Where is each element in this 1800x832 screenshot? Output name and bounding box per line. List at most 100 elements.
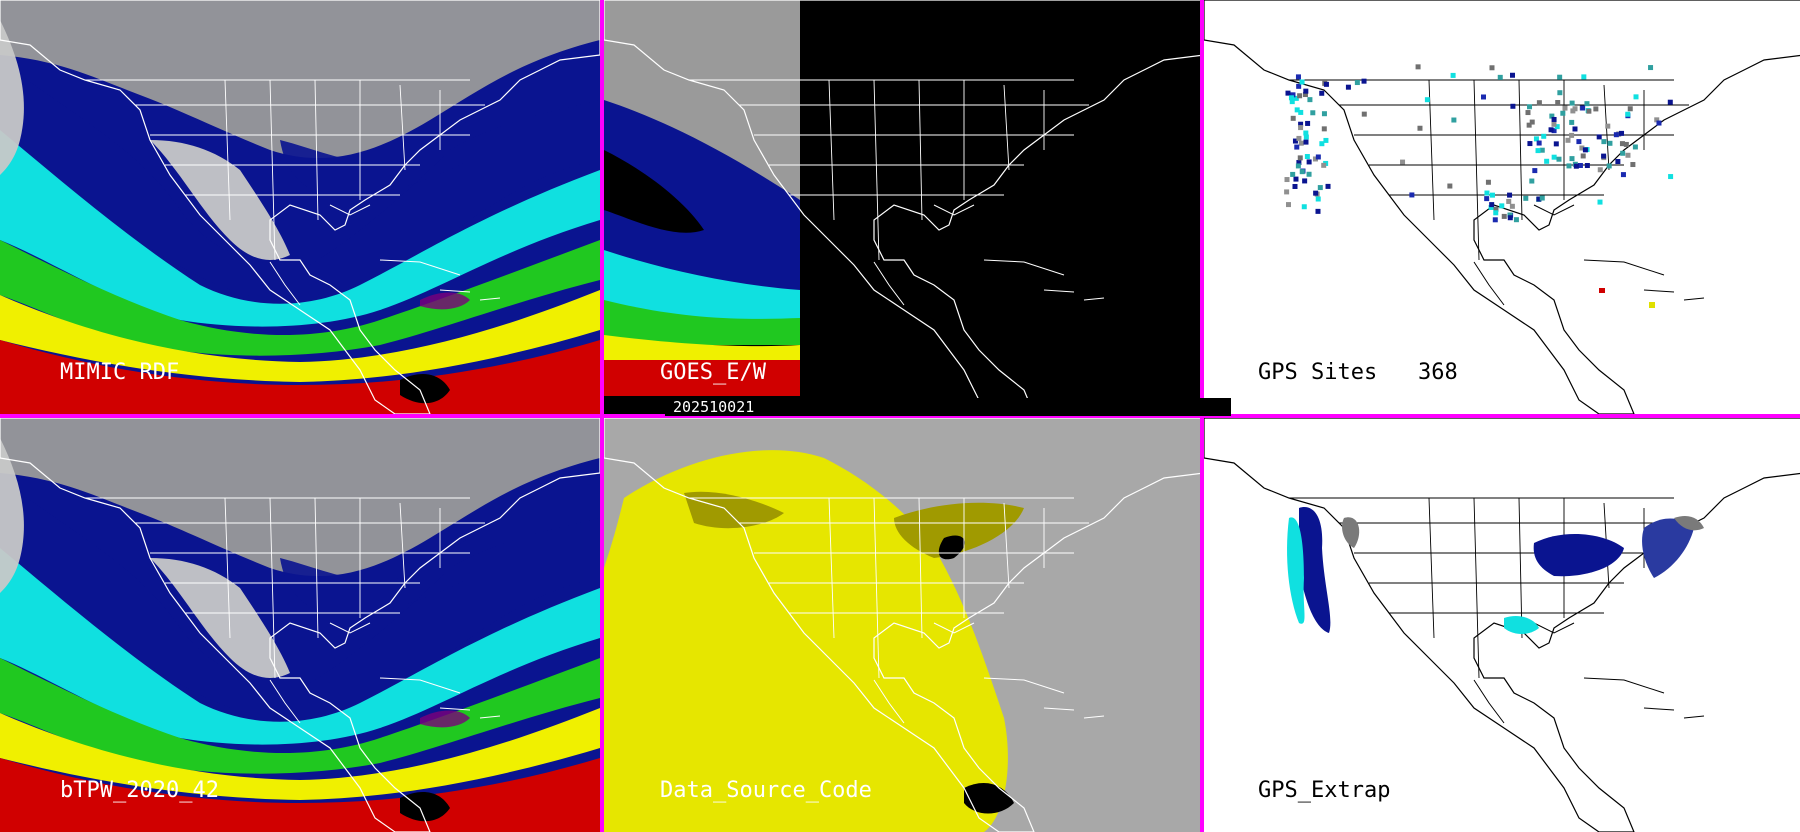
map-image-gps-extrap — [1204, 418, 1800, 832]
gps-site-marker — [1499, 203, 1505, 209]
gps-site-marker — [1317, 185, 1323, 191]
source-region-west — [684, 491, 784, 529]
gps-site-marker — [1584, 163, 1590, 169]
islands — [1473, 622, 1705, 724]
gps-site-marker — [1536, 100, 1542, 106]
gps-site-marker — [1323, 81, 1329, 87]
gps-site-marker — [1323, 137, 1329, 143]
gps-site-marker — [1290, 171, 1296, 177]
gps-site-marker — [1295, 74, 1301, 80]
map-image-data-source — [604, 418, 1200, 832]
gps-site-marker — [1306, 171, 1312, 177]
islands — [1473, 204, 1705, 306]
moisture-band-2 — [0, 240, 600, 356]
gps-site-marker — [1296, 160, 1302, 166]
high-moisture-patch — [420, 292, 470, 310]
moist-region — [280, 120, 470, 196]
gps-extrap-field-4 — [1642, 518, 1694, 578]
gps-site-marker — [1507, 212, 1513, 218]
gps-site-marker — [1557, 74, 1563, 80]
gps-site-marker — [1489, 202, 1495, 208]
gps-site-marker — [1297, 93, 1303, 99]
moisture-band-3 — [0, 708, 600, 800]
gps-site-marker — [1319, 90, 1325, 96]
panel-label: bTPW_2020_42 — [60, 778, 219, 803]
dry-region-0 — [0, 418, 600, 577]
gps-site-marker — [1288, 95, 1294, 101]
state-borders — [85, 497, 485, 679]
gps-site-marker — [1307, 97, 1313, 103]
gps-site-marker — [1525, 110, 1531, 116]
islands — [269, 622, 501, 724]
moisture-band-3 — [0, 290, 600, 382]
timestamp-bar: 202510021 — [665, 398, 1231, 416]
dry-region-1 — [150, 558, 290, 678]
gps-site-marker — [1544, 158, 1550, 164]
goes-band-3 — [604, 250, 800, 320]
gps-site-marker — [1596, 134, 1602, 140]
gps-site-marker — [1493, 210, 1499, 216]
panel-label: GOES_E/W — [660, 360, 766, 385]
gps-site-marker — [1620, 172, 1626, 178]
gps-extrap-field-0 — [1299, 507, 1331, 633]
gps-site-marker — [1556, 156, 1562, 162]
gps-site-marker — [1507, 215, 1513, 221]
gps-site-marker — [1560, 110, 1566, 116]
gps-site-marker — [1284, 177, 1290, 183]
gps-site-marker — [1305, 120, 1311, 126]
gps-site-marker — [1312, 156, 1318, 162]
gps-site-marker — [1321, 162, 1327, 168]
gps-site-marker — [1539, 147, 1545, 153]
gps-site-marker — [1555, 100, 1561, 106]
map-image-goes — [604, 0, 1200, 414]
gps-site-marker — [1424, 97, 1430, 103]
gps-site-marker — [1299, 169, 1305, 175]
gps-site-marker — [1298, 109, 1304, 115]
panel-gps-extrap: GPS_Extrap — [1204, 418, 1800, 832]
source-region-east — [894, 502, 1024, 558]
gps-site-marker — [1532, 168, 1538, 174]
gps-site-marker — [1319, 141, 1325, 147]
moisture-band-2 — [0, 658, 600, 774]
gps-site-marker — [1573, 163, 1579, 169]
gps-site-marker — [1619, 130, 1625, 136]
gps-site-marker — [1586, 108, 1592, 114]
gps-site-marker — [1296, 135, 1302, 141]
coastline — [1204, 418, 1800, 832]
gps-site-marker — [1415, 64, 1421, 70]
gps-site-marker — [1303, 139, 1309, 145]
state-borders — [689, 79, 1089, 261]
gps-site-marker — [1345, 84, 1351, 90]
moisture-band-0 — [0, 478, 600, 718]
gps-site-marker — [1562, 105, 1568, 111]
gps-site-marker — [1551, 116, 1557, 122]
gps-site-marker — [1298, 121, 1304, 127]
gps-site-marker — [1303, 130, 1309, 136]
coastline — [604, 418, 1200, 832]
gps-site-marker — [1484, 190, 1490, 196]
gps-site-marker — [1292, 138, 1298, 144]
dry-region-0 — [0, 0, 600, 159]
gps-site-marker — [1297, 155, 1303, 161]
gps-site-marker — [1321, 111, 1327, 117]
gps-site-marker — [1527, 104, 1533, 110]
gps-site-marker — [1553, 141, 1559, 147]
gps-site-marker — [1667, 99, 1673, 105]
gps-site-marker — [1551, 128, 1557, 134]
panel-btpw: bTPW_2020_42 — [0, 418, 600, 832]
gps-site-marker — [1304, 154, 1310, 160]
dry-region-2 — [0, 20, 24, 175]
islands — [873, 204, 1105, 306]
gps-site-marker — [1597, 167, 1603, 173]
gps-site-marker — [1361, 78, 1367, 84]
panel-goes: GOES_E/W — [604, 0, 1200, 414]
gps-site-marker — [1536, 196, 1542, 202]
gps-site-marker — [1551, 121, 1557, 127]
gps-site-marker — [1581, 74, 1587, 80]
dry-region-1 — [150, 140, 290, 260]
missing-data-patch — [400, 374, 450, 404]
gps-site-marker — [1606, 163, 1612, 169]
gps-site-marker — [1488, 204, 1494, 210]
gps-site-marker — [1620, 150, 1626, 156]
gps-site-marker — [1569, 132, 1575, 138]
